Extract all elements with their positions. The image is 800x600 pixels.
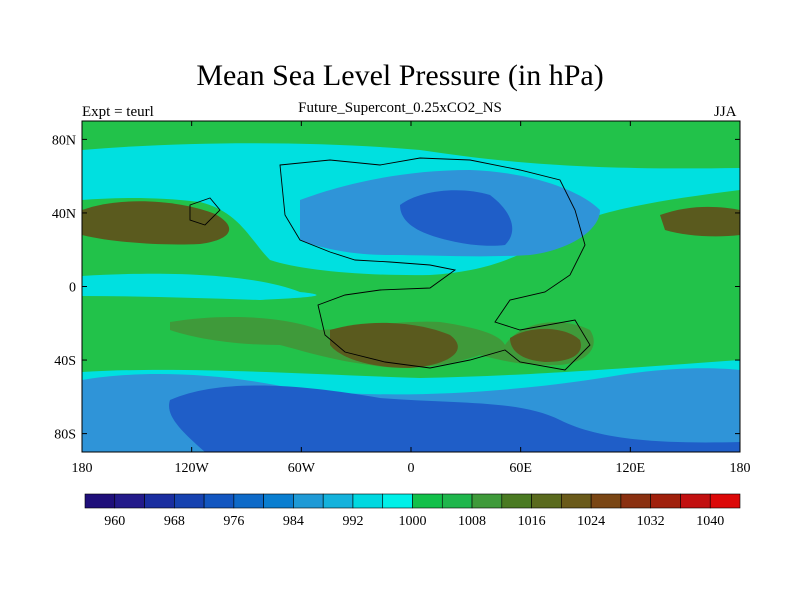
x-tick-label: 180 xyxy=(72,461,93,476)
colorbar-label: 984 xyxy=(283,514,304,529)
colorbar-swatch xyxy=(233,493,264,509)
colorbar-swatch xyxy=(174,493,205,509)
colorbar-label: 1016 xyxy=(518,514,546,529)
colorbar-swatch xyxy=(680,493,711,509)
map-axes: 180 120W 60W 0 60E 120E 180 80N 40N 0 40S 80S xyxy=(52,121,751,476)
field-continent-deep-low xyxy=(400,190,513,246)
y-tick-label: 40S xyxy=(54,354,76,369)
x-tick-label: 120W xyxy=(175,461,210,476)
pressure-field xyxy=(82,121,740,452)
colorbar-swatch xyxy=(293,493,324,509)
colorbar-label: 992 xyxy=(342,514,363,529)
colorbar-label: 1040 xyxy=(696,514,724,529)
season-label: JJA xyxy=(714,104,737,120)
x-tick-label: 60E xyxy=(509,461,532,476)
colorbar-swatch xyxy=(322,493,354,509)
field-equatorial-band xyxy=(82,273,317,300)
colorbar-swatch xyxy=(561,493,592,509)
field-south-very-high-b xyxy=(510,328,581,362)
y-tick-label: 40N xyxy=(52,207,76,222)
field-arctic xyxy=(82,121,740,146)
field-east-high xyxy=(660,206,740,237)
colorbar-swatch xyxy=(471,493,503,509)
x-tick-label: 0 xyxy=(408,461,415,476)
colorbar-swatch xyxy=(84,493,116,509)
colorbar-swatch xyxy=(650,493,681,509)
y-tick-label: 80S xyxy=(54,428,76,443)
colorbar-swatch xyxy=(352,493,384,509)
colorbar-label: 1024 xyxy=(577,514,605,529)
colorbar-swatch xyxy=(203,493,235,509)
colorbar: 960 968 976 984 992 1000 1008 1016 1024 1032 1040 xyxy=(84,493,741,529)
coastline xyxy=(189,157,591,371)
colorbar-swatch xyxy=(144,493,175,509)
colorbar-swatch xyxy=(114,493,145,509)
x-tick-label: 180 xyxy=(730,461,751,476)
colorbar-swatch xyxy=(441,493,473,509)
field-north-pacific-high xyxy=(82,201,230,245)
colorbar-swatch xyxy=(709,493,741,509)
x-tick-label: 120E xyxy=(616,461,646,476)
colorbar-label: 960 xyxy=(104,514,125,529)
colorbar-label: 1032 xyxy=(637,514,665,529)
colorbar-swatch xyxy=(590,493,622,509)
colorbar-label: 1008 xyxy=(458,514,486,529)
y-tick-label: 0 xyxy=(69,281,76,296)
colorbar-swatch xyxy=(263,493,294,509)
colorbar-swatch xyxy=(412,493,443,509)
colorbar-swatch xyxy=(382,493,413,509)
colorbar-swatch xyxy=(620,493,651,509)
x-tick-label: 60W xyxy=(288,461,316,476)
colorbar-swatch xyxy=(501,493,532,509)
northwest-landmass-outline xyxy=(189,197,221,226)
experiment-label: Expt = teurl xyxy=(82,104,154,120)
field-southern-deep-low xyxy=(169,385,740,452)
colorbar-label: 1000 xyxy=(399,514,427,529)
y-tick-label: 80N xyxy=(52,133,76,148)
chart-title: Mean Sea Level Pressure (in hPa) xyxy=(196,59,604,92)
supercontinent-outline xyxy=(279,157,591,371)
colorbar-label: 976 xyxy=(223,514,244,529)
field-south-very-high-a xyxy=(330,322,458,368)
chart-subtitle: Future_Supercont_0.25xCO2_NS xyxy=(298,100,502,116)
colorbar-label: 968 xyxy=(164,514,185,529)
colorbar-swatch xyxy=(531,493,562,509)
